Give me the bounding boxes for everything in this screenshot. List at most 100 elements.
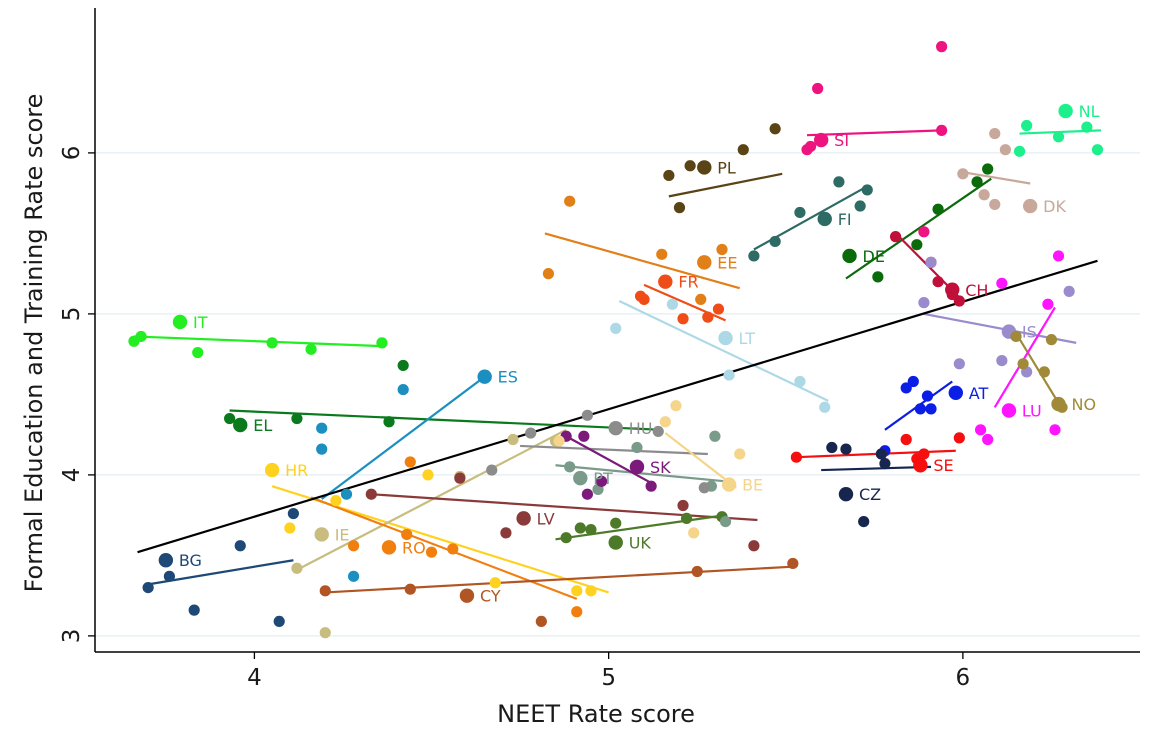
point-bg-4 xyxy=(234,540,246,552)
point-lt-0 xyxy=(718,330,733,346)
point-is-3 xyxy=(953,358,965,370)
point-fr-2 xyxy=(634,290,647,302)
point-hr-4 xyxy=(489,577,501,589)
point-no-2 xyxy=(1038,366,1050,378)
label-ee: EE xyxy=(717,253,737,272)
point-ro-4 xyxy=(447,543,459,555)
point-de-5 xyxy=(982,163,994,175)
point-es-4 xyxy=(340,488,353,500)
point-lu-1 xyxy=(974,424,987,436)
fit-line-be xyxy=(664,432,737,489)
point-se-6 xyxy=(790,451,802,463)
point-es-5 xyxy=(347,570,360,582)
country-labels: IT EL ES HR IE BG RO CY LV UK PT HU SK BE PL EE FR LT FI SI… xyxy=(179,102,1100,606)
point-ro-0 xyxy=(381,540,397,555)
point-no-1 xyxy=(1010,330,1022,343)
point-lt-3 xyxy=(723,369,735,381)
fit-line-it xyxy=(133,335,382,348)
point-pt-3 xyxy=(631,441,643,454)
fit-line-lt xyxy=(618,300,829,402)
point-at-0 xyxy=(948,385,963,400)
point-ch-1 xyxy=(889,231,902,243)
point-be-1 xyxy=(659,416,671,428)
point-hr-5 xyxy=(585,585,597,597)
point-is-1 xyxy=(918,297,930,309)
label-ie: IE xyxy=(335,525,350,544)
point-lt-4 xyxy=(794,375,806,388)
point-nl-2 xyxy=(1013,145,1026,157)
point-uk-4 xyxy=(610,517,622,529)
point-pl-1 xyxy=(663,169,675,182)
point-ee-4 xyxy=(695,293,707,306)
point-pl-3 xyxy=(737,144,749,156)
point-hr-2 xyxy=(330,495,342,507)
point-nl-4 xyxy=(1081,121,1093,133)
point-uk-1 xyxy=(560,532,572,544)
label-nl: NL xyxy=(1079,102,1100,121)
point-lv-4 xyxy=(677,499,689,512)
point-be-2 xyxy=(670,400,682,412)
point-el-3 xyxy=(383,416,395,428)
point-fi-4 xyxy=(833,176,845,188)
point-fi-2 xyxy=(769,235,781,248)
label-fi: FI xyxy=(838,210,852,229)
label-es: ES xyxy=(498,368,518,387)
point-bg-3 xyxy=(188,604,200,616)
point-sk-3 xyxy=(581,488,593,500)
point-nl-3 xyxy=(1052,131,1065,143)
label-lu: LU xyxy=(1022,402,1042,421)
point-ee-2 xyxy=(542,268,555,280)
label-de: DE xyxy=(863,247,885,266)
point-ro-3 xyxy=(425,546,438,558)
point-nl-1 xyxy=(1021,119,1033,132)
point-nl-5 xyxy=(1091,144,1104,156)
point-hu-3 xyxy=(581,409,593,421)
point-sk-0 xyxy=(629,459,645,475)
point-cy-5 xyxy=(787,557,799,570)
point-dk-5 xyxy=(989,198,1001,211)
point-si-3 xyxy=(801,144,813,156)
point-uk-0 xyxy=(608,535,623,550)
point-uk-3 xyxy=(585,524,597,536)
point-hu-5 xyxy=(698,482,710,494)
point-ch-4 xyxy=(946,288,958,301)
point-dk-2 xyxy=(978,189,990,201)
point-fr-3 xyxy=(677,313,689,325)
point-ee-5 xyxy=(716,243,728,256)
point-fi-1 xyxy=(748,250,760,262)
point-hr-1 xyxy=(284,522,296,534)
point-it-4 xyxy=(266,337,278,349)
point-ee-3 xyxy=(656,248,668,260)
point-fr-5 xyxy=(702,311,714,323)
point-si-1 xyxy=(812,82,824,95)
point-no-5 xyxy=(1017,358,1029,370)
point-hr-0 xyxy=(264,462,280,478)
point-no-4 xyxy=(1056,401,1068,413)
label-ch: CH xyxy=(965,281,988,300)
point-lt-5 xyxy=(819,401,831,413)
point-bg-2 xyxy=(163,570,175,582)
point-es-0 xyxy=(477,369,492,384)
point-el-0 xyxy=(224,412,236,425)
point-lu-0 xyxy=(1001,403,1017,418)
point-it-6 xyxy=(376,337,388,349)
point-sk-2 xyxy=(578,430,590,442)
label-no: NO xyxy=(1072,395,1097,414)
label-cz: CZ xyxy=(859,485,881,504)
point-se-3 xyxy=(918,448,930,460)
fit-line-el xyxy=(229,409,662,431)
point-fi-5 xyxy=(861,184,873,196)
point-de-3 xyxy=(932,203,944,215)
point-bg-6 xyxy=(287,507,299,520)
point-de-0 xyxy=(842,248,857,264)
point-el-1 xyxy=(233,417,248,433)
fit-line-uk xyxy=(555,514,726,541)
point-dk-1 xyxy=(957,168,969,180)
fit-line-lu xyxy=(993,306,1056,408)
point-de-4 xyxy=(971,176,983,188)
point-nl-0 xyxy=(1058,103,1073,119)
point-pl-4 xyxy=(769,123,781,135)
x-tick-label-6: 6 xyxy=(956,665,971,691)
point-ee-1 xyxy=(564,195,576,207)
